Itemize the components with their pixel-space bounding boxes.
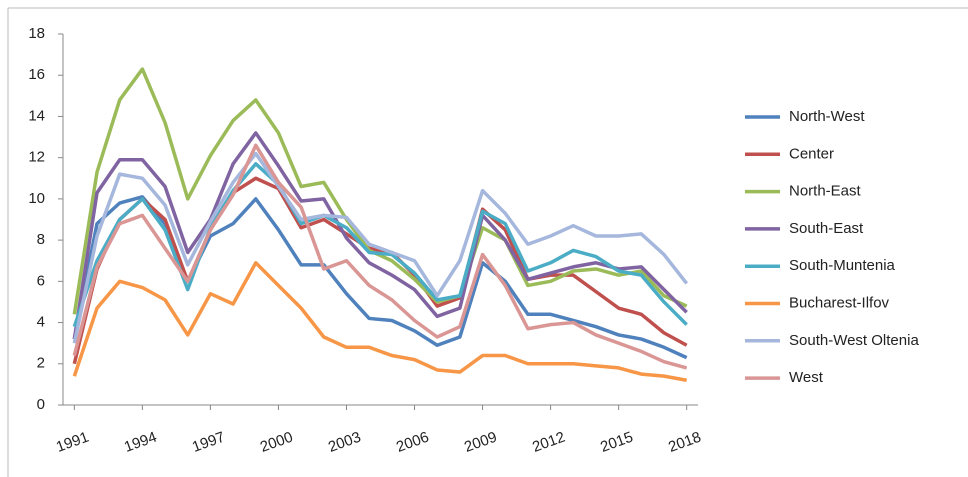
legend-label: South-Muntenia <box>789 257 896 274</box>
y-tick-label: 8 <box>37 231 45 248</box>
y-tick-label: 14 <box>28 107 45 124</box>
x-tick-label: 1997 <box>190 429 227 456</box>
y-tick-label: 16 <box>28 66 45 83</box>
y-tick-label: 18 <box>28 25 45 42</box>
y-tick-label: 2 <box>37 355 45 372</box>
legend-label: South-East <box>789 220 864 237</box>
legend-label: North-East <box>789 183 862 200</box>
y-tick-label: 10 <box>28 190 45 207</box>
y-tick-label: 4 <box>37 314 45 331</box>
legend-label: Bucharest-Ilfov <box>789 294 890 311</box>
series-line <box>72 67 688 315</box>
series-line <box>72 261 687 382</box>
x-tick-label: 2009 <box>462 429 499 456</box>
x-tick-label: 2018 <box>666 429 703 456</box>
x-tick-label: 2000 <box>258 429 295 456</box>
legend-label: Center <box>789 145 834 162</box>
series-line <box>72 162 688 328</box>
y-tick-label: 6 <box>37 272 45 289</box>
series-line <box>72 151 689 344</box>
x-tick-label: 1991 <box>54 429 91 456</box>
x-tick-label: 1994 <box>122 429 159 456</box>
x-tick-label: 2015 <box>598 429 635 456</box>
legend-label: North-West <box>789 108 865 125</box>
legend-label: South-West Oltenia <box>789 332 919 349</box>
y-tick-label: 0 <box>37 396 45 413</box>
series-line <box>72 131 688 340</box>
series-line <box>72 176 688 365</box>
x-tick-label: 2003 <box>326 429 363 456</box>
legend-label: West <box>789 369 824 386</box>
y-tick-label: 12 <box>28 149 45 166</box>
series-line <box>72 143 688 370</box>
x-tick-label: 2006 <box>394 429 431 456</box>
x-tick-label: 2012 <box>530 429 567 456</box>
